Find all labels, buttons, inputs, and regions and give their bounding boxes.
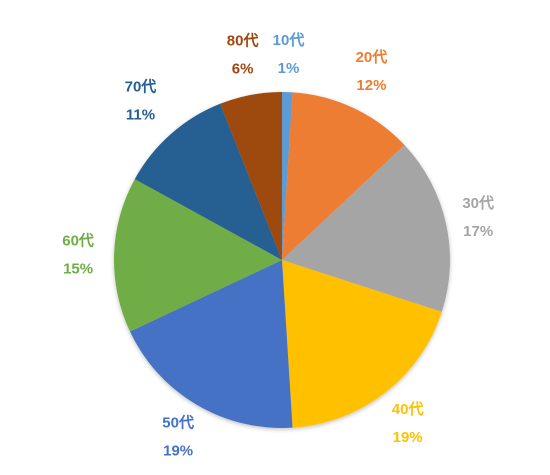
pie-slice-80代 [220, 92, 282, 260]
pie-percent-label: 15% [63, 261, 93, 278]
pie-slice-50代 [129, 260, 293, 428]
pie-slice-30代 [282, 144, 451, 312]
pie-slice-10代 [282, 92, 293, 260]
pie-category-label: 50代 [162, 414, 194, 432]
pie-label-10代: 10代 1% [273, 31, 305, 77]
pie-percent-label: 6% [232, 61, 254, 78]
pie-label-40代: 40代 19% [392, 400, 424, 446]
pie-category-label: 10代 [273, 31, 305, 49]
pie-percent-label: 12% [356, 77, 386, 94]
pie-label-70代: 70代 11% [125, 77, 157, 123]
pie-label-50代: 50代 19% [162, 414, 194, 460]
pie-category-label: 70代 [125, 77, 157, 95]
pie-percent-label: 19% [393, 429, 423, 446]
pie-slice-70代 [134, 103, 282, 261]
pie-percent-label: 17% [463, 223, 493, 240]
pie-slice-40代 [282, 260, 442, 428]
pie-label-60代: 60代 15% [62, 232, 94, 278]
pie-percent-label: 19% [163, 443, 193, 460]
pie-category-label: 80代 [227, 32, 259, 50]
pie-slice-60代 [114, 179, 283, 332]
pie-slice-20代 [282, 92, 405, 260]
pie-label-80代: 80代 6% [227, 32, 259, 78]
pie-percent-label: 1% [278, 60, 300, 77]
pie-label-20代: 20代 12% [356, 48, 388, 94]
pie-category-label: 20代 [356, 48, 388, 66]
pie-labels: 10代 1% 20代 12% 30代 17% 40代 19% 50代 19% 60代 15% 70代 11… [62, 31, 494, 459]
pie-percent-label: 11% [126, 106, 155, 123]
pie-label-30代: 30代 17% [462, 194, 494, 240]
pie-category-label: 30代 [462, 194, 494, 212]
pie-category-label: 60代 [62, 232, 94, 250]
pie-category-label: 40代 [392, 400, 424, 418]
pie-slices [114, 92, 451, 428]
